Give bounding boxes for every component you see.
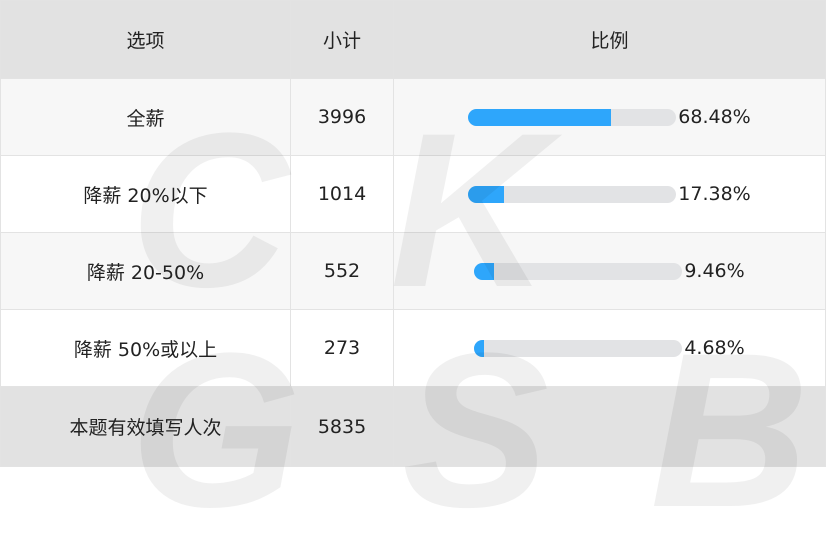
progress-bar — [474, 262, 683, 280]
header-count: 小计 — [290, 0, 394, 79]
count-cell: 552 — [290, 232, 394, 310]
footer-count: 5835 — [290, 386, 394, 467]
option-cell: 降薪 50%或以上 — [0, 309, 291, 387]
ratio-cell: 17.38% — [393, 155, 826, 233]
header-ratio: 比例 — [393, 0, 826, 79]
progress-fill — [468, 108, 611, 126]
option-cell: 降薪 20-50% — [0, 232, 291, 310]
footer-label: 本题有效填写人次 — [0, 386, 291, 467]
table-row: 降薪 20%以下 1014 17.38% — [0, 155, 826, 233]
progress-fill — [474, 262, 494, 280]
percent-label: 9.46% — [684, 260, 745, 282]
progress-bar — [474, 339, 683, 357]
ratio-cell: 4.68% — [393, 309, 826, 387]
header-option: 选项 — [0, 0, 291, 79]
count-cell: 3996 — [290, 78, 394, 156]
percent-label: 68.48% — [678, 106, 751, 128]
count-cell: 273 — [290, 309, 394, 387]
ratio-cell: 9.46% — [393, 232, 826, 310]
results-table: 选项 小计 比例 全薪 3996 68.48% 降薪 20%以下 1014 17.… — [0, 0, 826, 467]
table-row: 降薪 20-50% 552 9.46% — [0, 232, 826, 310]
table-row: 降薪 50%或以上 273 4.68% — [0, 309, 826, 387]
footer-empty — [393, 386, 826, 467]
table-row: 全薪 3996 68.48% — [0, 78, 826, 156]
progress-fill — [468, 185, 505, 203]
option-cell: 全薪 — [0, 78, 291, 156]
footer-row: 本题有效填写人次 5835 — [0, 386, 826, 467]
option-cell: 降薪 20%以下 — [0, 155, 291, 233]
percent-label: 4.68% — [684, 337, 745, 359]
table-header: 选项 小计 比例 — [0, 0, 826, 79]
progress-bar — [468, 185, 677, 203]
ratio-cell: 68.48% — [393, 78, 826, 156]
progress-bar — [468, 108, 677, 126]
progress-fill — [474, 339, 485, 357]
percent-label: 17.38% — [678, 183, 751, 205]
count-cell: 1014 — [290, 155, 394, 233]
